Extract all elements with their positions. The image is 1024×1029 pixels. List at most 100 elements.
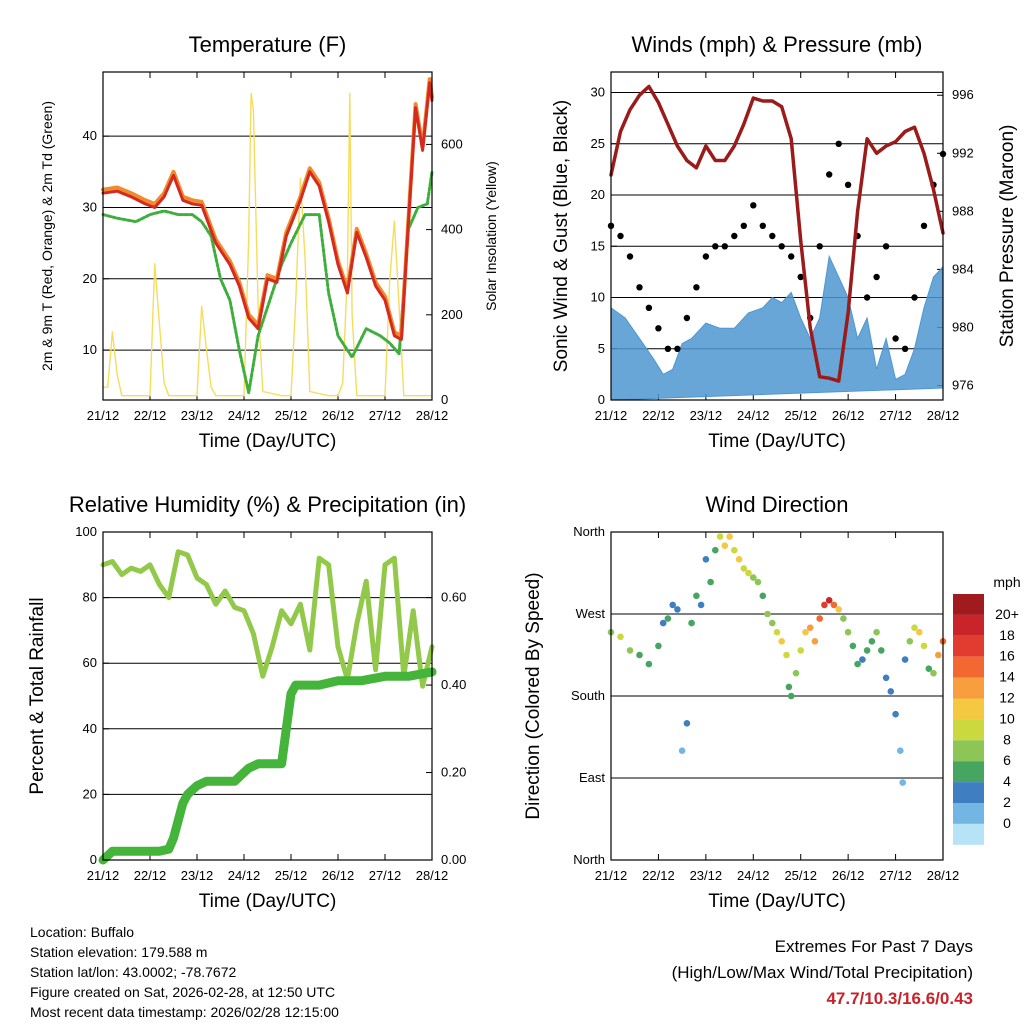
rh-y-axis-label: Percent & Total Rainfall bbox=[27, 597, 48, 794]
extremes-values: 47.7/10.3/16.6/0.43 bbox=[826, 989, 973, 1008]
dir-x-axis-label: Time (Day/UTC) bbox=[708, 891, 846, 912]
temp-y-tick-label: 20 bbox=[83, 271, 97, 286]
winds-y-tick-label: 5 bbox=[598, 341, 605, 356]
direction-point bbox=[844, 628, 852, 636]
dir-x-tick-label: 28/12 bbox=[927, 868, 960, 883]
direction-point bbox=[750, 574, 757, 581]
winds-x-tick-label: 26/12 bbox=[832, 408, 865, 423]
direction-point bbox=[806, 624, 814, 631]
gust-point bbox=[892, 335, 899, 342]
direction-point bbox=[892, 710, 899, 718]
winds-y2-axis-label: Station Pressure (Maroon) bbox=[997, 125, 1018, 348]
temp-x-tick-label: 26/12 bbox=[322, 408, 355, 423]
temp-y2-tick-label: 0 bbox=[441, 392, 448, 407]
direction-point bbox=[726, 533, 733, 540]
gust-point bbox=[835, 140, 842, 147]
rh-x-tick-label: 25/12 bbox=[275, 868, 308, 883]
precipitation-line bbox=[98, 667, 437, 865]
temp-y-axis-label: 2m & 9m T (Red, Orange) & 2m Td (Green) bbox=[39, 101, 55, 371]
direction-point bbox=[645, 660, 653, 668]
winds-y-tick-label: 20 bbox=[591, 187, 605, 202]
relative-humidity-line bbox=[100, 549, 435, 689]
rh-y-tick-label: 0 bbox=[90, 852, 97, 867]
direction-point bbox=[664, 615, 672, 622]
direction-point bbox=[655, 642, 662, 650]
colorbar-swatch bbox=[953, 761, 984, 783]
direction-point bbox=[626, 647, 634, 654]
direction-point bbox=[840, 615, 847, 622]
winds-title: Winds (mph) & Pressure (mb) bbox=[632, 32, 923, 57]
station-info: Location: Buffalo Station elevation: 179… bbox=[30, 922, 339, 1022]
dir-y-axis-label: Direction (Colored By Speed) bbox=[523, 572, 544, 819]
direction-point bbox=[859, 656, 866, 663]
temp-y-tick-label: 30 bbox=[83, 199, 97, 214]
winds-y-tick-label: 25 bbox=[591, 136, 605, 151]
colorbar-label: 20+ bbox=[995, 606, 1019, 622]
dir-y-tick-label: East bbox=[579, 770, 605, 785]
winds-x-tick-label: 28/12 bbox=[927, 408, 960, 423]
winds-x-axis-label: Time (Day/UTC) bbox=[708, 431, 846, 452]
rh-x-axis-label: Time (Day/UTC) bbox=[199, 891, 337, 912]
extremes-title: Extremes For Past 7 Days bbox=[774, 937, 973, 956]
extremes-box: Extremes For Past 7 Days (High/Low/Max W… bbox=[672, 934, 973, 1012]
solar-insolation-line bbox=[102, 92, 433, 397]
sonic-wind-area bbox=[610, 254, 944, 401]
dir-plot-border bbox=[610, 531, 944, 861]
winds-x-tick-label: 25/12 bbox=[784, 408, 817, 423]
dir-y-tick-label: North bbox=[573, 524, 605, 539]
dir-x-tick-label: 21/12 bbox=[595, 868, 628, 883]
temp-plot-border bbox=[102, 71, 433, 401]
colorbar-swatch bbox=[953, 740, 984, 762]
gust-point bbox=[721, 243, 728, 250]
gust-point bbox=[844, 181, 852, 188]
rh-y2-tick-label: 0.60 bbox=[441, 590, 466, 605]
temp-x-tick-label: 24/12 bbox=[228, 408, 261, 423]
gust-point bbox=[901, 345, 909, 352]
colorbar-swatch bbox=[953, 823, 984, 845]
winds-x-tick-label: 27/12 bbox=[879, 408, 912, 423]
direction-point bbox=[849, 642, 857, 650]
gust-point bbox=[655, 325, 662, 332]
colorbar-swatch bbox=[953, 677, 984, 699]
direction-point bbox=[745, 569, 752, 577]
gust-point bbox=[778, 243, 785, 250]
direction-point bbox=[740, 565, 748, 572]
direction-point bbox=[787, 692, 795, 700]
direction-point bbox=[721, 542, 729, 549]
temp-x-tick-label: 25/12 bbox=[275, 408, 308, 423]
info-created: Figure created on Sat, 2026-02-28, at 12… bbox=[30, 984, 336, 1000]
winds-y-tick-label: 30 bbox=[591, 85, 605, 100]
gust-point bbox=[759, 222, 766, 229]
rh-x-tick-label: 26/12 bbox=[322, 868, 355, 883]
direction-point bbox=[835, 606, 842, 613]
info-location: Location: Buffalo bbox=[30, 924, 135, 940]
colorbar-unit-label: mph bbox=[993, 574, 1020, 590]
winds-y-tick-label: 10 bbox=[591, 290, 605, 305]
info-latlon: Station lat/lon: 43.0002; -78.7672 bbox=[30, 964, 237, 980]
direction-point bbox=[764, 610, 771, 618]
direction-point bbox=[697, 601, 705, 609]
direction-point bbox=[754, 578, 762, 586]
dir-x-tick-label: 23/12 bbox=[690, 868, 723, 883]
direction-point bbox=[683, 720, 691, 727]
winds-y2-tick-label: 996 bbox=[952, 87, 974, 102]
direction-point bbox=[702, 556, 710, 563]
direction-point bbox=[897, 747, 904, 754]
dir-title: Wind Direction bbox=[705, 492, 848, 517]
direction-point bbox=[916, 628, 923, 636]
gust-point bbox=[911, 294, 918, 301]
temp-y-tick-label: 10 bbox=[83, 342, 97, 357]
winds-y-tick-label: 15 bbox=[591, 238, 605, 253]
winds-y2-tick-label: 984 bbox=[952, 261, 974, 276]
gust-point bbox=[626, 253, 634, 260]
direction-point bbox=[712, 546, 719, 554]
direction-point bbox=[854, 660, 861, 668]
colorbar-label: 8 bbox=[1003, 731, 1011, 747]
gust-point bbox=[740, 222, 747, 229]
dir-y-tick-label: North bbox=[573, 852, 605, 867]
rh-title: Relative Humidity (%) & Precipitation (i… bbox=[69, 492, 466, 517]
direction-point bbox=[935, 651, 942, 659]
winds-y2-tick-label: 988 bbox=[952, 203, 974, 218]
dir-x-tick-label: 27/12 bbox=[879, 868, 912, 883]
